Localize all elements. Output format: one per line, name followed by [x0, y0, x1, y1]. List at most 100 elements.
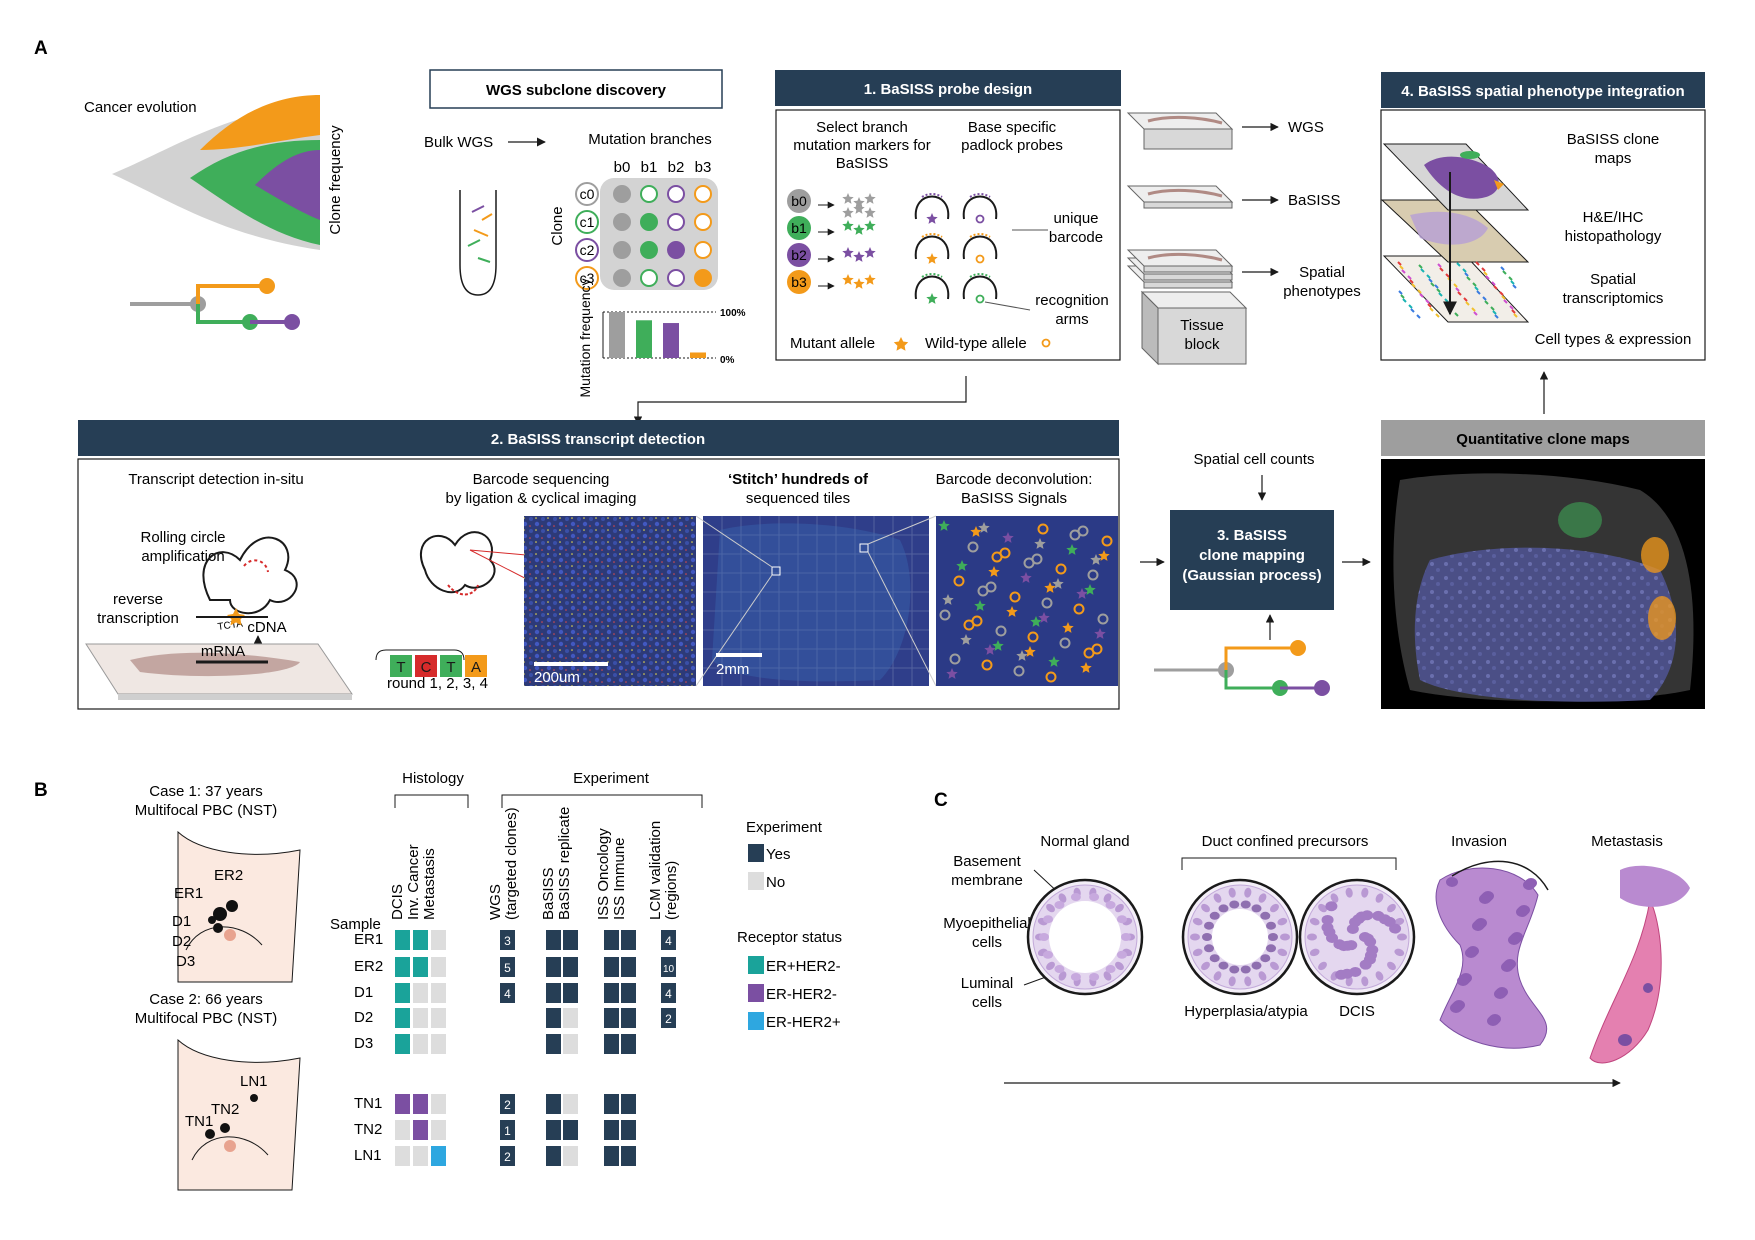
- myoepithelial-cell: [1190, 933, 1200, 941]
- luminal-cell: [1229, 900, 1240, 909]
- basement-membrane-text: Basement membrane: [951, 853, 1023, 889]
- transcript-dot: [1409, 279, 1414, 284]
- padlock-wt-icon: [975, 254, 985, 264]
- myoepithelial-cell: [1330, 893, 1339, 903]
- experiment-cell: [604, 930, 619, 950]
- luminal-cell: [1240, 965, 1251, 974]
- freq-bar: [690, 352, 706, 358]
- text-line: membrane: [951, 872, 1023, 889]
- signal-wt-icon: [1059, 637, 1071, 649]
- padlock-arc: [962, 195, 998, 220]
- luminal-cell: [1218, 961, 1229, 970]
- clone-matrix-bg: [600, 178, 718, 290]
- tumour-cell: [1325, 901, 1338, 912]
- experiment-col-header: BaSISS: [540, 867, 557, 920]
- text-line: block: [1184, 336, 1220, 353]
- transcript-dot: [1435, 313, 1440, 318]
- panel-b-label: B: [34, 780, 48, 801]
- text-line: unique: [1053, 210, 1098, 227]
- myoepithelial-cell: [1058, 971, 1067, 981]
- arms-pointer: [984, 301, 1031, 311]
- transcript-dot: [1418, 264, 1423, 269]
- tumour-cell: [1366, 944, 1379, 955]
- transcript-dot: [1455, 287, 1460, 292]
- gland-lumen: [1049, 901, 1121, 973]
- experiment-cell: [604, 1120, 619, 1140]
- histology-col-header: Metastasis: [421, 848, 438, 920]
- tissue-slide-2: [85, 643, 353, 700]
- padlock-barcode: [969, 193, 991, 198]
- site-label: D3: [176, 953, 195, 970]
- luminal-cell: [1218, 904, 1229, 913]
- text-line: arms: [1055, 311, 1088, 328]
- pct-100-label: 100%: [720, 308, 746, 319]
- myoepithelial-cell: [1397, 933, 1407, 941]
- invasive-cell: [1494, 989, 1506, 999]
- signal-wt-icon: [1037, 523, 1049, 535]
- layer-clone-maps-text: BaSISS clone maps: [1567, 131, 1660, 167]
- signal-wt-icon: [1027, 631, 1039, 643]
- wgs-cell: [500, 1120, 515, 1140]
- round-letter: C: [421, 659, 432, 676]
- clone-region-green: [1558, 502, 1602, 538]
- signal-star-icon: [1002, 532, 1014, 543]
- matrix-dot: [613, 185, 631, 203]
- probe-star-icon: [864, 220, 876, 231]
- row-sample-label: ER1: [354, 931, 383, 948]
- transcript-dot: [1492, 310, 1497, 315]
- histology-cell: [395, 957, 410, 977]
- wgs-cell: [500, 983, 515, 1003]
- experiment-col-header: ISS Immune: [611, 837, 628, 920]
- experiment-cell: [546, 983, 561, 1003]
- matrix-dot: [613, 269, 631, 287]
- mutant-star-icon: [893, 337, 909, 351]
- site-label: ER2: [214, 867, 243, 884]
- transcript-dot: [1466, 276, 1471, 281]
- probe-star-icon: [842, 220, 854, 231]
- myoepithelial-cell: [1277, 917, 1288, 926]
- transcript-dot: [1474, 286, 1479, 291]
- layer-histopathology-text: H&E/IHC histopathology: [1565, 209, 1662, 245]
- block-front: [1157, 307, 1247, 365]
- text-line: BaSISS clone: [1567, 131, 1660, 148]
- myoepithelial-cell: [1046, 903, 1055, 913]
- probe-branch-dot: [787, 189, 811, 213]
- receptor-label: ER-HER2-: [766, 986, 837, 1003]
- histology-cell: [431, 1120, 446, 1140]
- row-sample-label: D3: [354, 1035, 373, 1052]
- branch-header: b2: [668, 159, 685, 176]
- cancer-evolution-fishplot: [112, 95, 320, 250]
- integration-header: [1381, 72, 1705, 108]
- histology-label: Histology: [402, 770, 464, 787]
- padlock-barcode: [969, 233, 991, 238]
- text-line: BaSISS replicate: [556, 807, 573, 920]
- round-box: [440, 655, 462, 677]
- text-line: cells: [972, 994, 1002, 1011]
- signal-star-icon: [974, 600, 986, 611]
- invasive-cell: [1508, 935, 1520, 945]
- text-line: (regions): [663, 861, 680, 920]
- sample-header: Sample: [330, 916, 381, 933]
- signal-wt-icon: [1073, 603, 1085, 615]
- transcript-dot: [1430, 282, 1435, 287]
- signal-star-icon: [1094, 628, 1106, 639]
- slide-edge: [1143, 128, 1233, 150]
- transcript-dot: [1453, 283, 1458, 288]
- signal-wt-icon: [1009, 591, 1021, 603]
- text-line: WGS: [487, 884, 504, 920]
- metastasis-drawing: [1589, 865, 1690, 1064]
- invasive-cell: [1446, 877, 1458, 887]
- tumour-cell: [1349, 966, 1362, 977]
- experiment-cell: [563, 1034, 578, 1054]
- myoepithelial-cell: [1387, 961, 1396, 971]
- text-line: reverse: [113, 591, 163, 608]
- luminal-cell: [1260, 911, 1271, 920]
- matrix-dot: [667, 185, 685, 203]
- transcript-dot: [1400, 294, 1405, 299]
- clone-label: c1: [580, 214, 595, 230]
- signal-star-icon: [1034, 538, 1046, 549]
- myoepithelial-cell: [1228, 887, 1236, 898]
- clone-frequency-label: Clone frequency: [327, 125, 344, 235]
- transcript-dot: [1419, 293, 1424, 298]
